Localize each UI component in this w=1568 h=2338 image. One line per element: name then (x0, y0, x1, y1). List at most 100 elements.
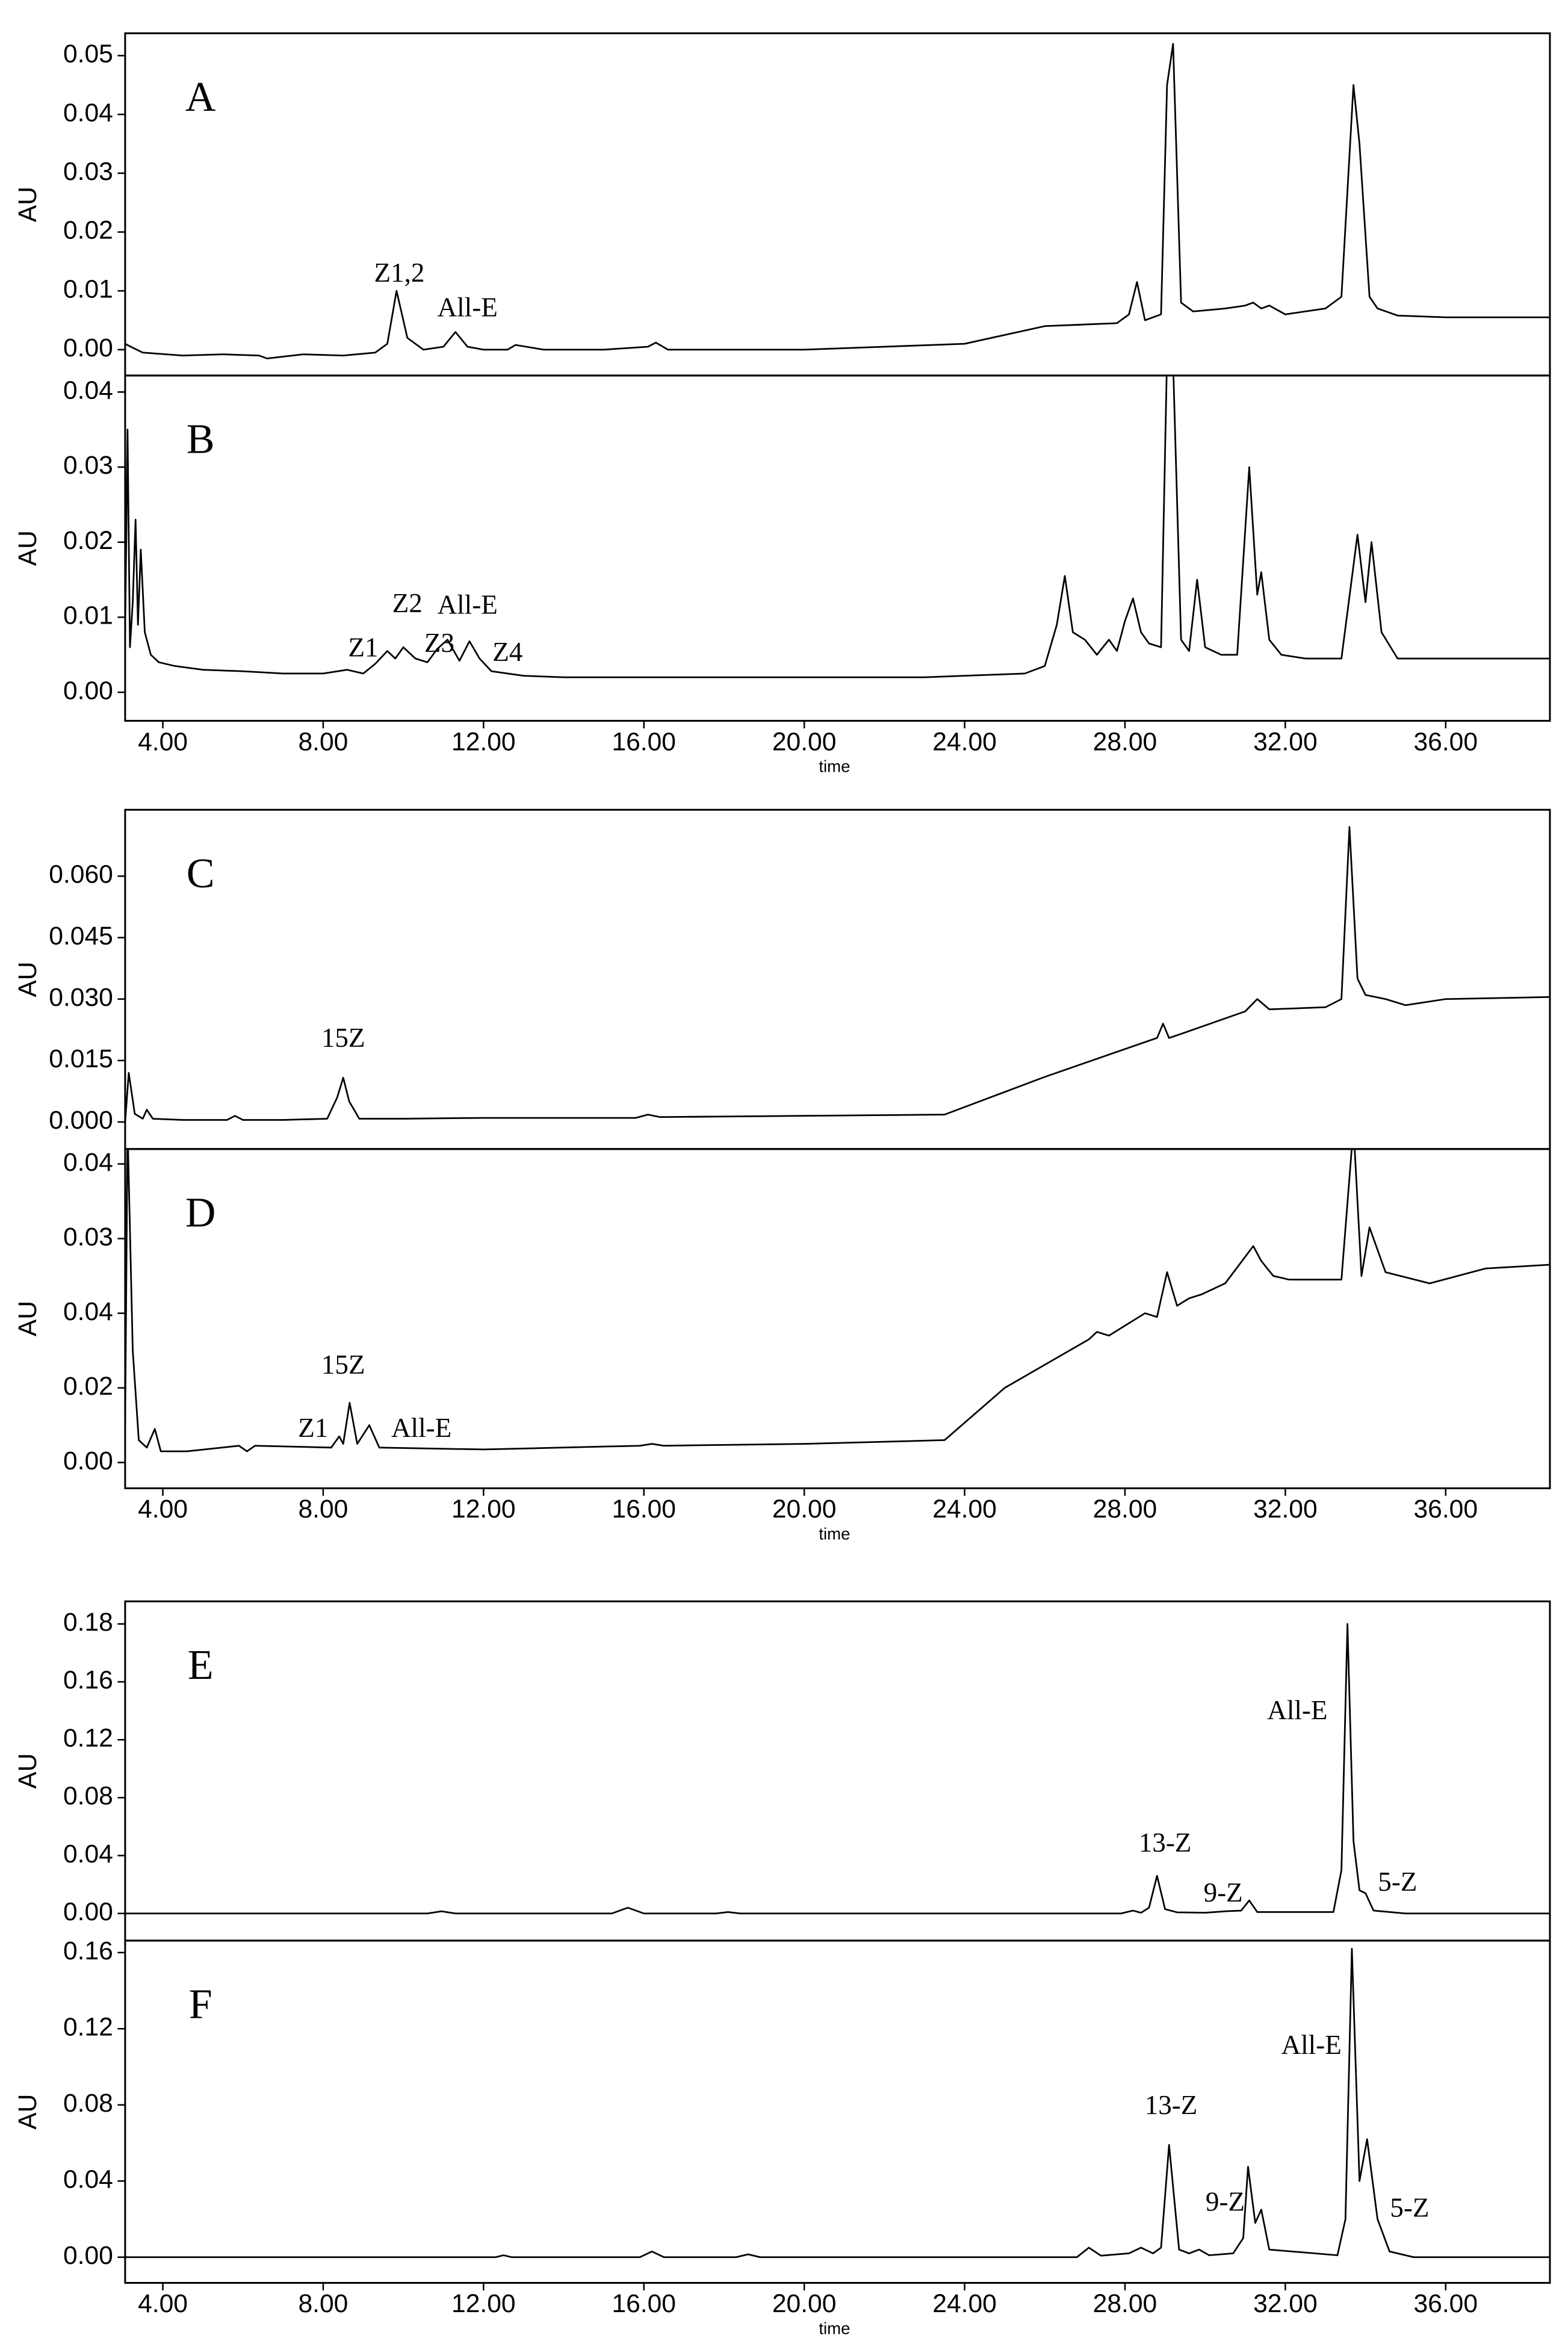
x-tick-label: 8.00 (298, 2289, 348, 2318)
y-tick-label: 0.04 (63, 1840, 113, 1868)
y-axis-label: AU (13, 1301, 42, 1336)
y-tick-label: 0.02 (63, 216, 113, 245)
peak-annotation: 5-Z (1390, 2192, 1429, 2222)
y-tick-label: 0.04 (63, 98, 113, 127)
y-tick-label: 0.12 (63, 1723, 113, 1752)
y-tick-label: 0.02 (63, 1372, 113, 1401)
panel-label: D (185, 1190, 216, 1236)
x-tick-label: 8.00 (298, 727, 348, 756)
peak-annotation: All-E (1281, 2030, 1342, 2060)
x-tick-label: 32.00 (1253, 727, 1318, 756)
y-tick-label: 0.045 (49, 922, 113, 950)
y-tick-label: 0.03 (63, 157, 113, 186)
y-tick-label: 0.05 (63, 40, 113, 69)
x-axis-label: time (819, 1525, 850, 1543)
peak-annotation: 15Z (321, 1350, 365, 1380)
plot-frame (124, 1148, 1551, 1489)
x-tick-label: 16.00 (612, 2289, 676, 2318)
peak-annotation: 9-Z (1206, 2186, 1245, 2216)
panel-label: B (187, 417, 215, 463)
x-axis-label: time (819, 757, 850, 776)
peak-annotation: Z4 (492, 637, 522, 667)
peak-annotation: Z1 (348, 633, 378, 663)
y-tick-label: 0.04 (63, 2165, 113, 2194)
y-tick-label: 0.000 (49, 1106, 113, 1135)
x-tick-label: 28.00 (1093, 2289, 1157, 2318)
y-tick-label: 0.08 (63, 1782, 113, 1811)
x-tick-label: 8.00 (298, 1495, 348, 1524)
peak-annotation: Z2 (392, 588, 423, 618)
trace (125, 375, 1550, 678)
x-tick-label: 32.00 (1253, 1495, 1318, 1524)
x-tick-label: 20.00 (772, 1495, 837, 1524)
peak-annotation: Z3 (424, 628, 454, 658)
y-tick-label: 0.00 (63, 676, 113, 705)
y-tick-label: 0.16 (63, 1666, 113, 1695)
trace (125, 826, 1550, 1123)
y-tick-label: 0.030 (49, 983, 113, 1012)
y-tick-label: 0.01 (63, 274, 113, 303)
y-tick-label: 0.060 (49, 860, 113, 889)
x-tick-label: 28.00 (1093, 727, 1157, 756)
y-tick-label: 0.12 (63, 2013, 113, 2042)
plot-frame (124, 374, 1551, 722)
x-tick-label: 12.00 (451, 727, 516, 756)
x-tick-label: 24.00 (932, 2289, 997, 2318)
peak-annotation: 15Z (321, 1023, 365, 1053)
y-axis-label: AU (13, 961, 42, 997)
x-tick-label: 36.00 (1413, 727, 1478, 756)
x-tick-label: 20.00 (772, 727, 837, 756)
y-axis-label: AU (13, 1753, 42, 1788)
x-axis-label: time (819, 2319, 850, 2338)
y-tick-label: 0.03 (63, 1223, 113, 1251)
peak-annotation: 13-Z (1145, 2090, 1198, 2120)
x-tick-label: 4.00 (138, 2289, 188, 2318)
x-tick-label: 32.00 (1253, 2289, 1318, 2318)
peak-annotation: All-E (391, 1413, 451, 1443)
trace (125, 1623, 1550, 1915)
y-tick-label: 0.08 (63, 2089, 113, 2118)
y-axis-label: AU (13, 187, 42, 222)
x-tick-label: 4.00 (138, 727, 188, 756)
plot-frame (124, 1940, 1551, 2284)
peak-annotation: All-E (1267, 1695, 1327, 1725)
y-tick-label: 0.03 (63, 451, 113, 480)
x-tick-label: 16.00 (612, 1495, 676, 1524)
peak-annotation: 9-Z (1204, 1878, 1243, 1908)
trace (125, 43, 1550, 359)
panel-label: F (189, 1982, 212, 2028)
peak-annotation: 13-Z (1139, 1828, 1192, 1858)
y-tick-label: 0.02 (63, 526, 113, 555)
y-tick-label: 0.04 (63, 376, 113, 405)
x-tick-label: 36.00 (1413, 2289, 1478, 2318)
x-tick-label: 16.00 (612, 727, 676, 756)
peak-annotation: Z1 (298, 1413, 328, 1443)
peak-annotation: All-E (438, 293, 498, 323)
y-axis-label: AU (13, 2094, 42, 2130)
y-tick-label: 0.16 (63, 1936, 113, 1965)
x-tick-label: 4.00 (138, 1495, 188, 1524)
y-tick-label: 0.00 (63, 2241, 113, 2270)
y-tick-label: 0.01 (63, 601, 113, 630)
panel-label: A (185, 74, 216, 120)
y-axis-label: AU (13, 530, 42, 566)
x-tick-label: 12.00 (451, 2289, 516, 2318)
x-tick-label: 24.00 (932, 727, 997, 756)
trace (125, 1149, 1550, 1453)
y-tick-label: 0.015 (49, 1044, 113, 1073)
y-tick-label: 0.00 (63, 333, 113, 362)
peak-annotation: 5-Z (1378, 1867, 1417, 1897)
x-tick-label: 28.00 (1093, 1495, 1157, 1524)
x-tick-label: 36.00 (1413, 1495, 1478, 1524)
peak-annotation: All-E (438, 589, 498, 619)
y-tick-label: 0.18 (63, 1608, 113, 1637)
panel-label: C (187, 851, 215, 897)
peak-annotation: Z1,2 (374, 258, 425, 288)
trace (125, 1948, 1550, 2259)
y-tick-label: 0.00 (63, 1897, 113, 1926)
x-tick-label: 12.00 (451, 1495, 516, 1524)
panel-label: E (188, 1642, 214, 1688)
